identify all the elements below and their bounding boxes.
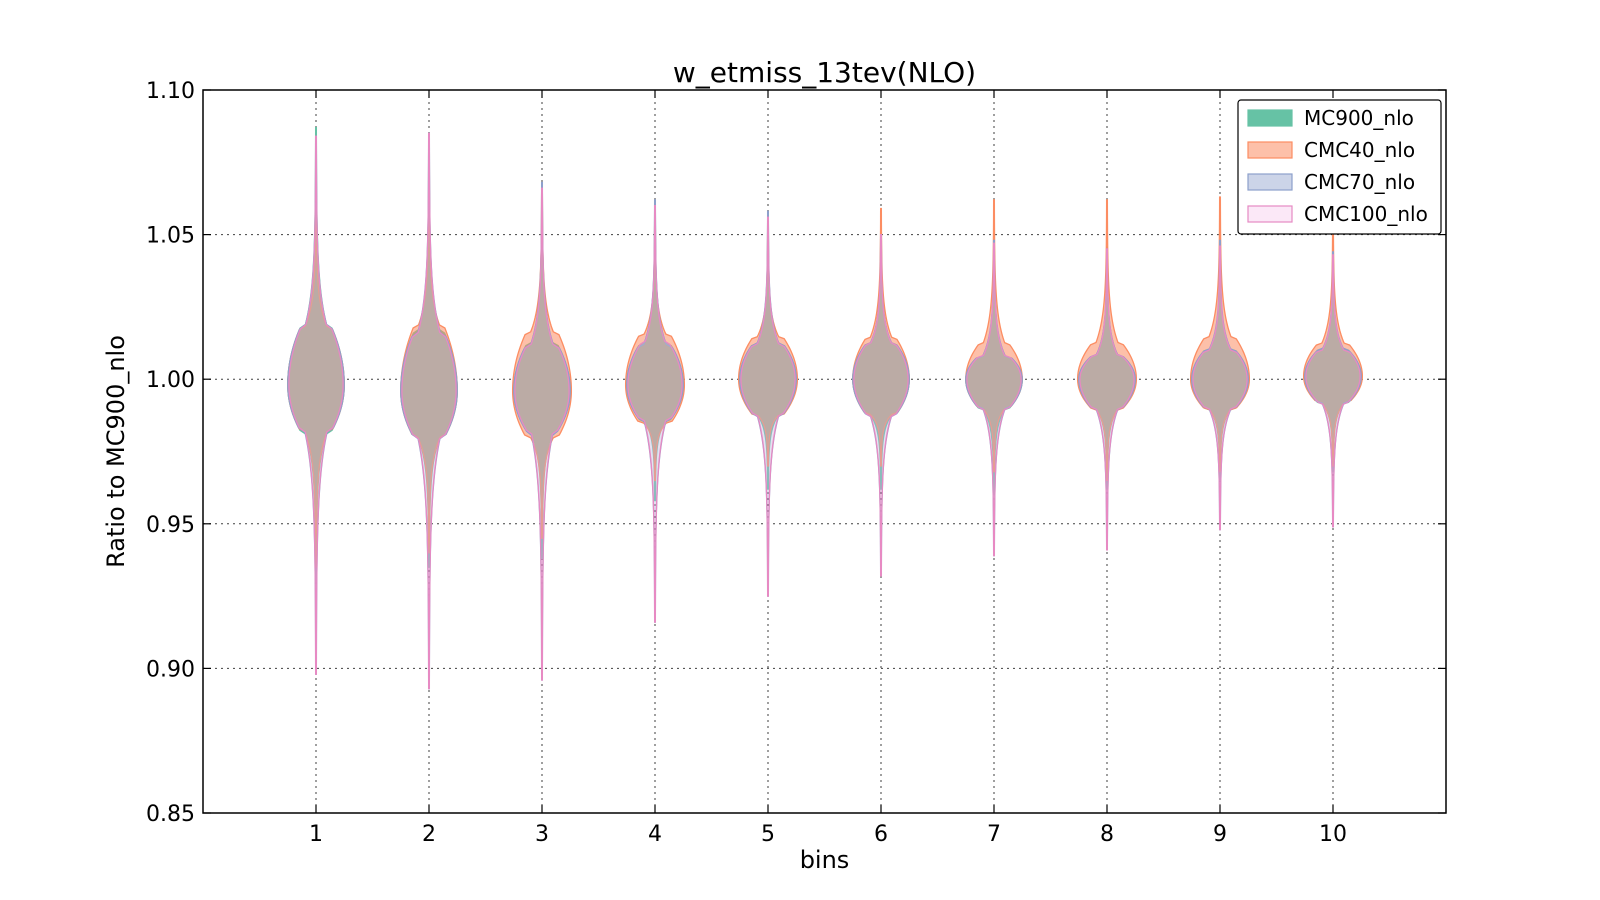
plot-area-frame bbox=[202, 89, 1447, 814]
y-axis-label: Ratio to MC900_nlo bbox=[102, 335, 130, 568]
violin-CMC100_nlo-bin-1 bbox=[288, 135, 344, 675]
violin-CMC100_nlo-bin-3 bbox=[514, 187, 570, 681]
legend: MC900_nlo CMC40_nlo CMC70_nlo CMC100_nlo bbox=[1237, 99, 1442, 235]
legend-swatch-CMC40_nlo bbox=[1247, 141, 1293, 159]
x-axis-label: bins bbox=[800, 846, 850, 874]
x-tick-label: 3 bbox=[535, 822, 549, 847]
legend-label-CMC70_nlo: CMC70_nlo bbox=[1304, 170, 1415, 194]
violin-CMC100_nlo-bin-5 bbox=[740, 216, 796, 597]
x-tick-label: 6 bbox=[874, 822, 888, 847]
x-tick-label: 7 bbox=[987, 822, 1001, 847]
violin-CMC40_nlo-bin-9 bbox=[1189, 196, 1251, 473]
legend-swatch-CMC70_nlo bbox=[1247, 173, 1293, 191]
y-tick-label: 1.05 bbox=[146, 224, 195, 249]
violin-CMC100_nlo-bin-6 bbox=[853, 233, 909, 577]
legend-swatch-CMC100_nlo bbox=[1247, 205, 1293, 223]
legend-label-MC900_nlo: MC900_nlo bbox=[1304, 106, 1414, 130]
x-tick-label: 4 bbox=[648, 822, 662, 847]
violin-CMC100_nlo-bin-7 bbox=[966, 242, 1022, 557]
violin-CMC100_nlo-bin-10 bbox=[1305, 254, 1361, 528]
violin-CMC40_nlo-bin-8 bbox=[1076, 199, 1138, 482]
violin-CMC100_nlo-bin-4 bbox=[627, 205, 683, 623]
x-tick-label: 1 bbox=[309, 822, 323, 847]
legend-label-CMC100_nlo: CMC100_nlo bbox=[1304, 202, 1428, 226]
series-CMC40_nlo bbox=[287, 187, 1364, 568]
x-tick-label: 5 bbox=[761, 822, 775, 847]
x-tick-label: 9 bbox=[1213, 822, 1227, 847]
y-tick-label: 0.85 bbox=[146, 802, 195, 827]
x-tick-label: 2 bbox=[422, 822, 436, 847]
y-tick-label: 0.90 bbox=[146, 657, 195, 682]
x-tick-label: 10 bbox=[1319, 822, 1347, 847]
series-CMC100_nlo bbox=[288, 132, 1361, 690]
x-tick-label: 8 bbox=[1100, 822, 1114, 847]
violin-CMC100_nlo-bin-8 bbox=[1079, 248, 1135, 551]
legend-swatch-MC900_nlo bbox=[1247, 109, 1293, 127]
y-tick-label: 1.00 bbox=[146, 368, 195, 393]
violin-CMC100_nlo-bin-9 bbox=[1192, 245, 1248, 531]
chart-title: w_etmiss_13tev(NLO) bbox=[673, 56, 976, 89]
y-tick-label: 1.10 bbox=[146, 79, 195, 104]
legend-label-CMC40_nlo: CMC40_nlo bbox=[1304, 138, 1415, 162]
legend-box bbox=[1237, 99, 1442, 235]
violin-CMC100_nlo-bin-2 bbox=[401, 132, 457, 690]
axis-ticks: 0.85 0.90 0.95 1.00 1.05 1.10 1 2 3 4 5 6 7 8 9 10 bbox=[146, 79, 1446, 847]
y-tick-label: 0.95 bbox=[146, 513, 195, 538]
violins bbox=[287, 126, 1364, 690]
